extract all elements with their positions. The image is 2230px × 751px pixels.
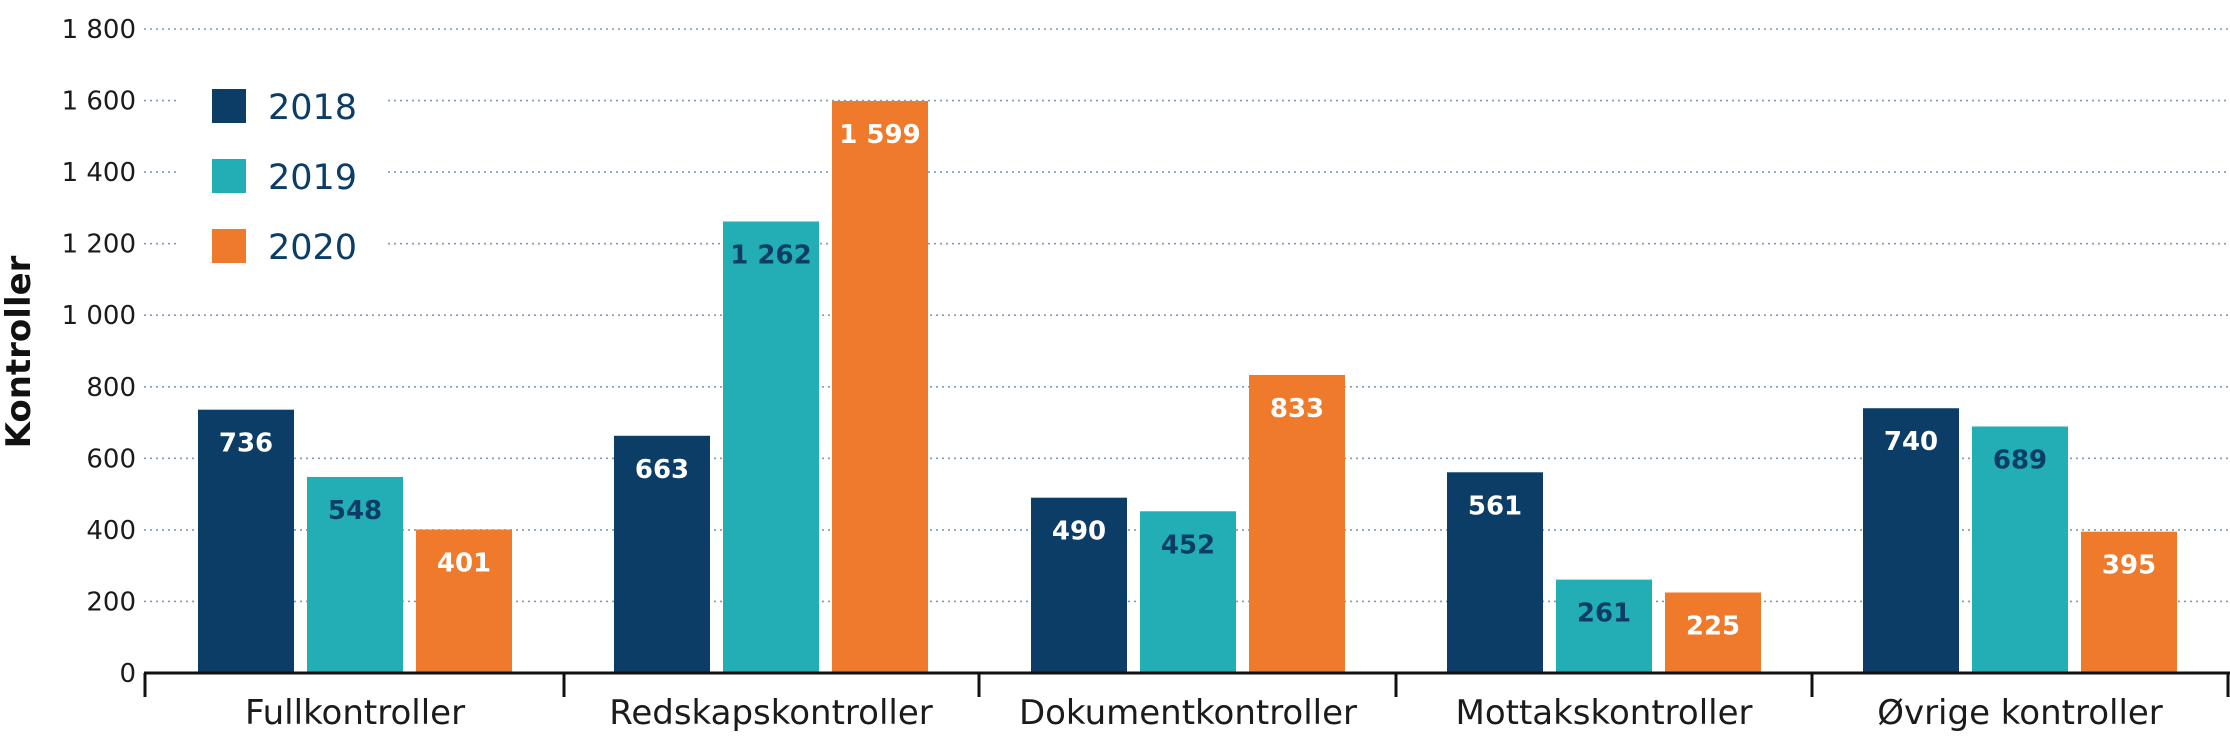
category-label: Øvrige kontroller [1877,693,2163,733]
data-label: 452 [1161,530,1215,560]
data-label: 395 [2102,551,2156,581]
y-tick-label: 1 000 [62,301,136,331]
data-label: 548 [328,496,382,526]
data-label: 736 [219,429,273,459]
bar-2020-4 [2081,531,2177,673]
bars: 736 548 401 663 1 262 1 599 490 452 833 561 261 225… [198,100,2177,674]
bar-2018-3 [1447,472,1543,673]
data-label: 401 [437,549,491,579]
data-label: 833 [1270,394,1324,424]
y-tick-label: 200 [86,587,136,617]
legend-label-2019: 2019 [268,158,357,198]
legend-swatch-2018 [212,89,246,123]
gridlines [144,28,2230,603]
legend: 2018 2019 2020 [212,88,357,268]
y-tick-label: 0 [119,659,136,689]
legend-label-2018: 2018 [268,88,357,128]
y-tick-label: 1 400 [62,158,136,188]
bar-2020-1 [832,100,928,673]
bar-2019-4 [1972,426,2068,673]
bar-2019-2 [1140,511,1236,673]
bar-2018-1 [614,435,710,673]
bar-2019-0 [307,476,403,673]
bar-2018-2 [1031,497,1127,673]
y-tick-label: 400 [86,516,136,546]
y-axis-ticks: 0 200 400 600 800 1 000 1 200 1 400 1 600 1 800 [62,15,136,689]
data-label: 1 599 [839,120,920,150]
data-label: 261 [1577,599,1631,629]
x-axis [143,671,2230,697]
y-tick-label: 1 600 [62,87,136,117]
bar-2020-0 [416,529,512,673]
data-label: 490 [1052,517,1106,547]
y-axis-label: Kontroller [0,255,39,448]
y-tick-label: 600 [86,444,136,474]
y-tick-label: 1 200 [62,230,136,260]
bar-2020-2 [1249,374,1345,673]
category-label: Fullkontroller [245,693,465,733]
x-axis-categories: Fullkontroller Redskapskontroller Dokument… [245,693,2163,733]
data-label: 225 [1686,612,1740,642]
data-label: 1 262 [730,240,811,270]
bar-2019-3 [1556,579,1652,673]
y-tick-label: 800 [86,373,136,403]
category-label: Dokumentkontroller [1019,693,1357,733]
bar-2019-1 [723,221,819,674]
data-label: 561 [1468,491,1522,521]
y-tick-label: 1 800 [62,15,136,45]
category-label: Redskapskontroller [609,693,933,733]
data-label: 689 [1993,445,2047,475]
legend-swatch-2020 [212,229,246,263]
bar-2018-4 [1863,408,1959,673]
bar-2018-0 [198,409,294,673]
legend-swatch-2019 [212,159,246,193]
data-label: 663 [635,455,689,485]
legend-label-2020: 2020 [268,228,357,268]
data-label: 740 [1884,427,1938,457]
bar-2020-3 [1665,592,1761,673]
category-label: Mottakskontroller [1455,693,1752,733]
